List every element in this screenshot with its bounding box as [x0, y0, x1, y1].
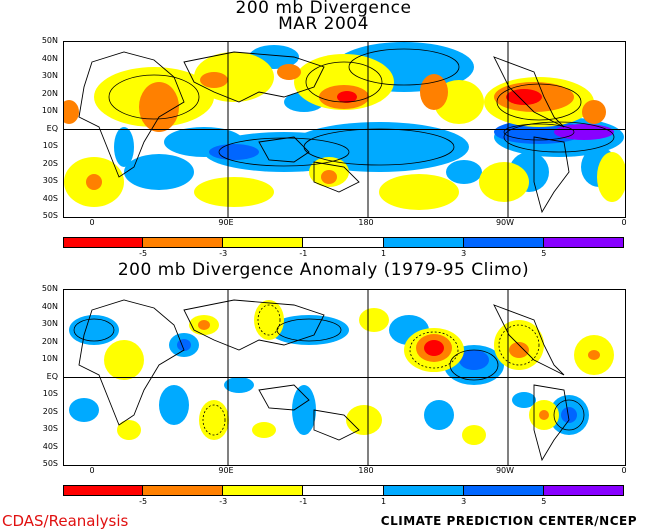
lat-label: 50N — [41, 36, 58, 45]
center-label: CLIMATE PREDICTION CENTER/NCEP — [380, 514, 637, 528]
colorbar-label: 5 — [541, 249, 547, 258]
lat-label: 50N — [41, 284, 58, 293]
lat-label: 20S — [42, 158, 58, 168]
top-map-date: MAR 2004 — [278, 14, 369, 34]
colorbar-label: -3 — [219, 249, 228, 258]
lat-label: 40N — [41, 301, 58, 311]
colorbar-segment — [223, 485, 304, 496]
lat-label: 40S — [42, 441, 58, 451]
lon-label: 90W — [495, 466, 515, 475]
lon-label: 0 — [621, 466, 627, 475]
colorbar-label: 5 — [541, 497, 547, 506]
lat-label: 20S — [42, 406, 58, 416]
lat-label: 10N — [41, 106, 58, 115]
lon-label: 180 — [358, 466, 374, 475]
bottom-grid — [64, 290, 625, 465]
colorbar-segment — [223, 237, 304, 248]
top-map-title: 200 mb Divergence — [235, 0, 412, 18]
top-contours — [108, 48, 615, 167]
colorbar-label: 3 — [461, 249, 467, 258]
lat-label: 10S — [42, 389, 58, 398]
colorbar-label: 1 — [381, 497, 387, 506]
bottom-colorbar — [63, 485, 624, 496]
lon-label: 0 — [89, 218, 95, 227]
colorbar-label: -3 — [219, 497, 228, 506]
colorbar-segment — [63, 485, 144, 496]
colorbar-label: -1 — [299, 249, 308, 258]
bottom-coastlines — [78, 299, 570, 462]
colorbar-segment — [143, 237, 224, 248]
lat-label: 20N — [41, 88, 58, 98]
top-warm-areas — [64, 52, 625, 210]
top-grid — [64, 42, 625, 217]
colorbar-segment — [143, 485, 224, 496]
anomaly-map-title: 200 mb Divergence Anomaly (1979-95 Climo… — [117, 260, 530, 280]
top-map-svg — [64, 42, 625, 217]
lat-label: 30S — [42, 176, 58, 185]
lon-label: 90E — [218, 218, 234, 227]
top-colorbar — [63, 237, 624, 248]
lat-label: 40N — [41, 53, 58, 63]
colorbar-label: -1 — [299, 497, 308, 506]
lat-label: 30N — [41, 319, 58, 328]
colorbar-label: -5 — [139, 249, 148, 258]
colorbar-frame — [63, 485, 624, 496]
source-label: CDAS/Reanalysis — [2, 512, 129, 530]
lat-label: EQ — [46, 123, 58, 133]
top-divergence-map — [63, 41, 626, 218]
lon-label: 90W — [495, 218, 515, 227]
colorbar-label: 1 — [381, 249, 387, 258]
lon-label: 90E — [218, 466, 234, 475]
lat-label: 30S — [42, 424, 58, 433]
colorbar-segment — [63, 237, 144, 248]
bottom-positive-contours — [73, 318, 585, 431]
bottom-map-svg — [64, 290, 625, 465]
bottom-warm-areas — [104, 300, 614, 445]
lon-label: 0 — [89, 466, 95, 475]
colorbar-frame — [63, 237, 624, 248]
lat-label: 20N — [41, 336, 58, 346]
lat-label: 10N — [41, 354, 58, 363]
colorbar-label: 3 — [461, 497, 467, 506]
colorbar-segment — [463, 485, 544, 496]
lat-label: 50S — [42, 459, 58, 468]
lat-label: 50S — [42, 211, 58, 220]
colorbar-segment — [383, 237, 464, 248]
bottom-negative-contours — [202, 304, 540, 436]
colorbar-segment — [303, 485, 384, 496]
colorbar-segment — [303, 237, 384, 248]
top-coastlines — [78, 51, 570, 214]
colorbar-segment — [383, 485, 464, 496]
colorbar-label: -5 — [139, 497, 148, 506]
anomaly-divergence-map — [63, 289, 626, 466]
lon-label: 180 — [358, 218, 374, 227]
lat-label: 30N — [41, 71, 58, 80]
lat-label: EQ — [46, 371, 58, 381]
lon-label: 0 — [621, 218, 627, 227]
lat-label: 10S — [42, 141, 58, 150]
lat-label: 40S — [42, 193, 58, 203]
colorbar-segment — [463, 237, 544, 248]
